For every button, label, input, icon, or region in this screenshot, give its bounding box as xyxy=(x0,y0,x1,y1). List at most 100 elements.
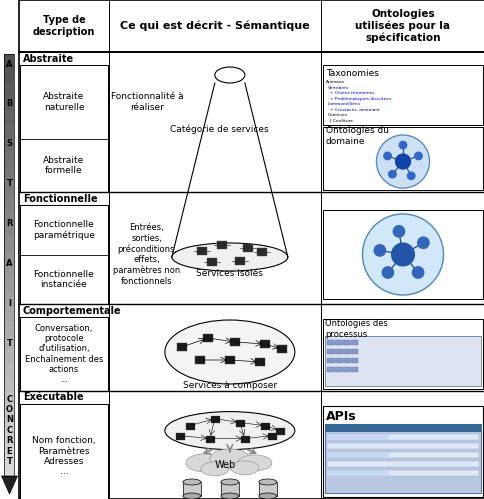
Bar xyxy=(241,436,249,443)
Bar xyxy=(334,358,341,363)
Bar xyxy=(322,319,482,389)
Bar xyxy=(4,335,15,349)
Bar xyxy=(4,138,15,153)
Bar xyxy=(4,208,15,223)
Bar xyxy=(4,53,15,68)
Bar xyxy=(275,428,284,435)
Circle shape xyxy=(381,267,393,278)
Bar xyxy=(322,210,482,299)
Text: Fonctionnalité à
réaliser: Fonctionnalité à réaliser xyxy=(110,92,183,112)
Bar xyxy=(342,349,349,354)
Bar xyxy=(225,356,234,364)
Bar xyxy=(229,338,240,346)
Text: Services à composer: Services à composer xyxy=(182,382,276,391)
Text: Ce qui est décrit - Sémantique: Ce qui est décrit - Sémantique xyxy=(120,21,309,31)
Ellipse shape xyxy=(185,454,224,472)
Ellipse shape xyxy=(165,412,294,450)
Bar xyxy=(322,65,482,125)
Bar xyxy=(326,358,333,363)
Text: Fonctionnelle
paramétrique: Fonctionnelle paramétrique xyxy=(33,220,95,240)
Circle shape xyxy=(383,152,391,160)
Ellipse shape xyxy=(182,479,200,485)
Bar xyxy=(4,166,15,181)
Text: Vertébrés: Vertébrés xyxy=(327,85,348,89)
Text: Catégorie de services: Catégorie de services xyxy=(169,125,268,134)
Bar xyxy=(326,367,333,372)
Bar xyxy=(326,349,333,354)
Bar xyxy=(4,264,15,279)
Bar xyxy=(197,247,206,255)
Ellipse shape xyxy=(210,449,249,469)
Bar xyxy=(4,307,15,321)
Text: T: T xyxy=(7,179,13,188)
Bar xyxy=(326,461,478,467)
Bar xyxy=(4,349,15,363)
Bar xyxy=(4,237,15,251)
Bar xyxy=(342,340,349,345)
Bar xyxy=(326,452,478,458)
Text: Type de
description: Type de description xyxy=(33,15,95,37)
Bar xyxy=(350,358,357,363)
Bar xyxy=(4,250,15,265)
Bar xyxy=(20,65,108,192)
Bar xyxy=(334,349,341,354)
Bar xyxy=(4,321,15,335)
Text: Web: Web xyxy=(214,460,235,470)
Circle shape xyxy=(411,267,423,278)
Bar xyxy=(342,367,349,372)
Ellipse shape xyxy=(200,462,228,476)
Bar xyxy=(4,152,15,167)
Bar xyxy=(220,482,238,496)
Text: Exécutable: Exécutable xyxy=(23,393,83,403)
Text: + Problématiques discutées: + Problématiques discutées xyxy=(329,96,391,100)
Ellipse shape xyxy=(237,455,271,471)
Bar xyxy=(324,424,480,432)
Ellipse shape xyxy=(220,479,238,485)
Bar xyxy=(4,110,15,124)
Bar xyxy=(20,317,108,391)
Text: Abstraite
naturelle: Abstraite naturelle xyxy=(43,92,84,112)
Text: Ontologies des
processus: Ontologies des processus xyxy=(324,319,387,339)
Text: Animaux: Animaux xyxy=(325,80,345,84)
Bar xyxy=(211,416,219,423)
Bar xyxy=(276,345,286,353)
Bar xyxy=(326,340,333,345)
Bar xyxy=(4,419,15,434)
Text: Connives: Connives xyxy=(327,113,348,117)
Bar xyxy=(258,482,276,496)
Bar xyxy=(4,292,15,307)
Bar xyxy=(4,391,15,406)
Bar xyxy=(326,470,478,476)
Bar xyxy=(205,436,214,443)
Bar xyxy=(350,340,357,345)
Text: APIs: APIs xyxy=(325,410,356,423)
Bar xyxy=(242,244,252,252)
Bar xyxy=(216,241,227,249)
Text: Services isolés: Services isolés xyxy=(196,268,263,277)
Text: N: N xyxy=(6,415,13,424)
Text: A: A xyxy=(6,59,13,68)
Text: T: T xyxy=(7,457,13,466)
Ellipse shape xyxy=(220,493,238,499)
Text: T: T xyxy=(7,339,13,348)
Bar xyxy=(4,82,15,96)
Text: Ontologies du
domaine: Ontologies du domaine xyxy=(325,126,388,146)
Bar xyxy=(4,222,15,237)
Bar xyxy=(334,340,341,345)
Bar xyxy=(4,448,15,462)
Bar xyxy=(176,433,184,440)
Circle shape xyxy=(414,152,421,160)
Text: + Chiens théorèmes: + Chiens théorèmes xyxy=(329,91,374,95)
Circle shape xyxy=(388,171,395,178)
Text: Lammonelliens: Lammonelliens xyxy=(327,102,360,106)
Text: S: S xyxy=(6,139,13,148)
Bar xyxy=(234,257,244,265)
Circle shape xyxy=(391,243,413,266)
Circle shape xyxy=(395,154,409,169)
Bar xyxy=(342,358,349,363)
Circle shape xyxy=(398,141,406,149)
Text: I: I xyxy=(8,299,11,308)
Text: R: R xyxy=(6,436,13,445)
Bar xyxy=(326,443,478,449)
Text: | Confiture: | Confiture xyxy=(329,118,352,122)
